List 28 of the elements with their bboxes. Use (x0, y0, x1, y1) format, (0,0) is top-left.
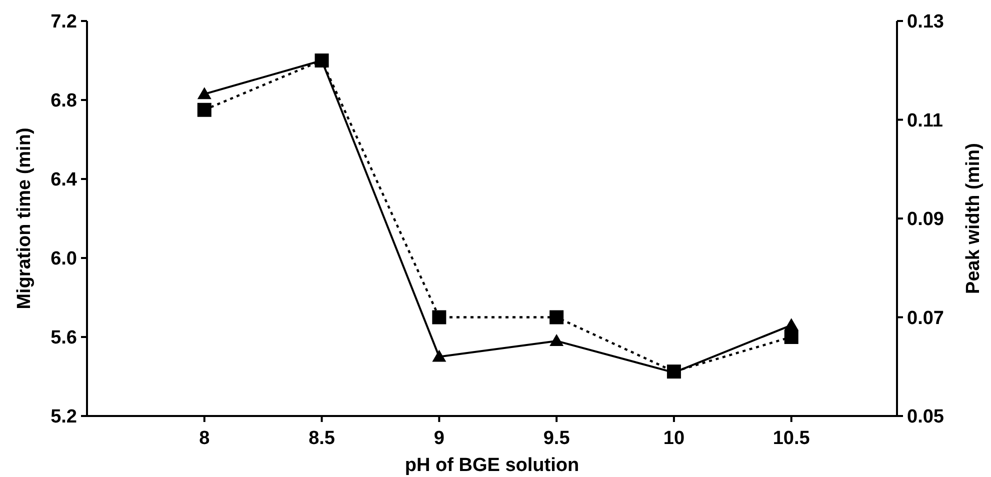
point (550, 334, 564, 346)
y-tick-label: 5.6 (50, 328, 77, 349)
y-tick-label: 6.0 (50, 248, 77, 270)
y-tick-label: 6.4 (50, 170, 78, 191)
y2-axis-title: Peak width (min) (963, 143, 984, 294)
point (784, 330, 798, 344)
y2-tick-label: 0.07 (907, 308, 944, 329)
y-tick-label: 5.2 (50, 406, 77, 428)
y-tick-label: 7.2 (50, 12, 77, 33)
y2-tick-label: 0.11 (907, 110, 944, 132)
y-axis-title: Migration time (min) (14, 128, 35, 310)
x-tick-label: 10.5 (772, 428, 810, 449)
point (197, 87, 212, 100)
y-tick-label: 6.8 (50, 90, 77, 112)
x-axis-title: pH of BGE solution (404, 455, 580, 476)
x-tick-label: 10 (663, 428, 685, 449)
x-tick-label: 8 (199, 428, 210, 449)
y2-tick-label: 0.09 (907, 209, 944, 230)
point (197, 102, 212, 117)
point (432, 310, 446, 324)
point (784, 318, 798, 330)
x-tick-label: 9.5 (543, 428, 570, 449)
x-tick-label: 8.5 (308, 428, 336, 449)
point (550, 310, 564, 324)
x-tick-label: 9 (434, 428, 444, 449)
point (432, 350, 446, 362)
y2-tick-label: 0.13 (907, 12, 944, 33)
y2-tick-label: 0.05 (907, 406, 944, 428)
